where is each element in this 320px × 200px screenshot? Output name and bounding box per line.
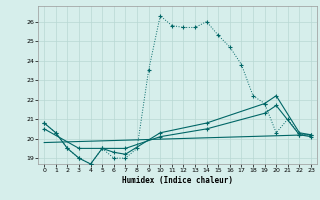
X-axis label: Humidex (Indice chaleur): Humidex (Indice chaleur)	[122, 176, 233, 185]
